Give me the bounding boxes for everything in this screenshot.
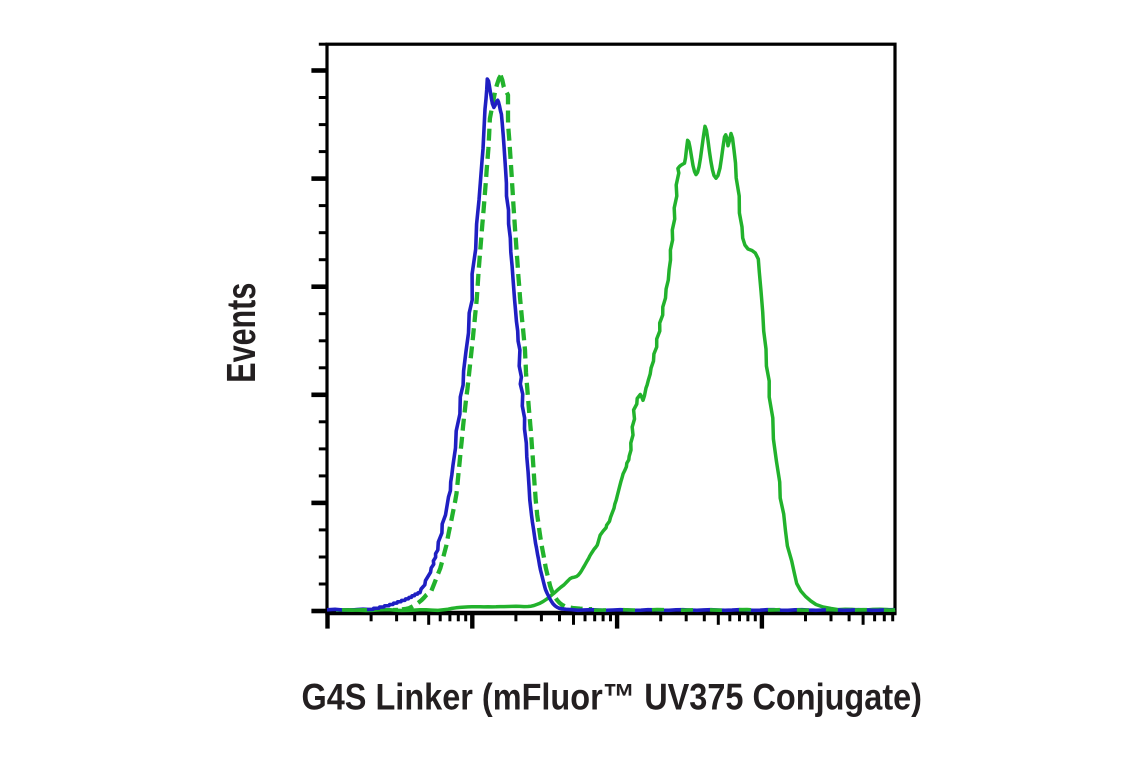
svg-text:G4S Linker (mFluor™ UV375 Conj: G4S Linker (mFluor™ UV375 Conjugate) — [302, 677, 923, 718]
svg-text:Events: Events — [218, 283, 264, 383]
